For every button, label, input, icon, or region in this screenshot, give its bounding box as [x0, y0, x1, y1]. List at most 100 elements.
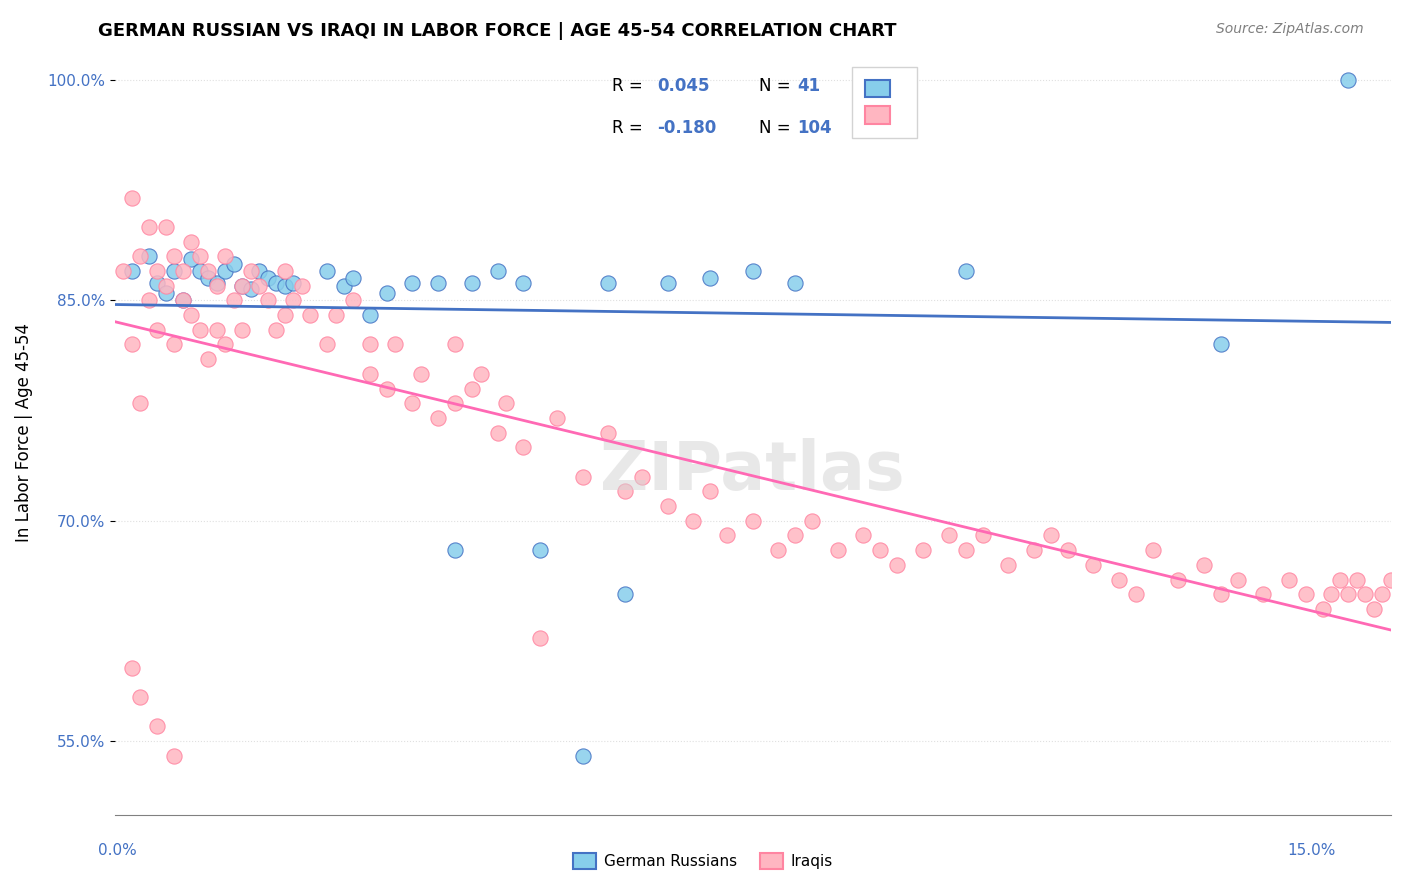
- Point: [180, 308, 202, 322]
- Point: [1209, 337, 1232, 351]
- Point: [283, 276, 305, 290]
- Point: [121, 337, 143, 351]
- Point: [205, 323, 228, 337]
- Point: [188, 323, 211, 337]
- Point: [138, 249, 160, 263]
- Point: [1312, 602, 1334, 616]
- Point: [291, 278, 314, 293]
- Point: [1142, 543, 1164, 558]
- Text: 0.045: 0.045: [657, 78, 710, 95]
- Point: [256, 271, 278, 285]
- Text: 104: 104: [797, 120, 832, 137]
- Point: [571, 469, 593, 483]
- Point: [955, 264, 977, 278]
- Point: [146, 264, 169, 278]
- Point: [205, 276, 228, 290]
- Point: [359, 367, 381, 381]
- Point: [283, 293, 305, 308]
- Point: [384, 337, 406, 351]
- Point: [146, 323, 169, 337]
- Point: [197, 264, 219, 278]
- Point: [112, 264, 135, 278]
- Point: [163, 264, 186, 278]
- Point: [121, 191, 143, 205]
- Point: [146, 276, 169, 290]
- Point: [129, 396, 152, 410]
- Point: [155, 286, 177, 301]
- Text: N =: N =: [759, 120, 796, 137]
- Point: [1083, 558, 1105, 572]
- Text: -0.180: -0.180: [657, 120, 716, 137]
- Point: [316, 337, 339, 351]
- Point: [470, 367, 492, 381]
- Point: [1192, 558, 1215, 572]
- Point: [163, 337, 186, 351]
- Point: [274, 264, 297, 278]
- Point: [1108, 573, 1130, 587]
- Point: [180, 252, 202, 267]
- Point: [1039, 528, 1062, 542]
- Point: [741, 514, 763, 528]
- Point: [188, 249, 211, 263]
- Point: [598, 276, 620, 290]
- Point: [197, 352, 219, 367]
- Point: [495, 396, 517, 410]
- Point: [869, 543, 891, 558]
- Point: [657, 499, 679, 513]
- Point: [1371, 587, 1393, 601]
- Text: 41: 41: [797, 78, 821, 95]
- Point: [741, 264, 763, 278]
- Point: [852, 528, 875, 542]
- Point: [299, 308, 322, 322]
- Point: [401, 276, 423, 290]
- Point: [401, 396, 423, 410]
- Point: [1226, 573, 1249, 587]
- Point: [631, 469, 654, 483]
- Y-axis label: In Labor Force | Age 45-54: In Labor Force | Age 45-54: [15, 323, 32, 542]
- Point: [911, 543, 934, 558]
- Point: [155, 278, 177, 293]
- Point: [1253, 587, 1275, 601]
- Point: [461, 382, 484, 396]
- Point: [1320, 587, 1343, 601]
- Point: [801, 514, 824, 528]
- Point: [266, 276, 288, 290]
- Point: [172, 264, 194, 278]
- Point: [1354, 587, 1376, 601]
- Point: [375, 286, 398, 301]
- Point: [486, 425, 509, 440]
- Point: [716, 528, 738, 542]
- Point: [342, 271, 364, 285]
- Point: [231, 278, 253, 293]
- Point: [121, 660, 143, 674]
- Point: [222, 257, 245, 271]
- Point: [172, 293, 194, 308]
- Point: [512, 440, 534, 454]
- Point: [529, 543, 551, 558]
- Point: [239, 282, 262, 296]
- Point: [426, 411, 449, 425]
- Point: [598, 425, 620, 440]
- Point: [972, 528, 994, 542]
- Point: [274, 308, 297, 322]
- Point: [1056, 543, 1078, 558]
- Point: [1329, 573, 1351, 587]
- Point: [1125, 587, 1147, 601]
- Point: [827, 543, 849, 558]
- Point: [214, 264, 236, 278]
- Point: [409, 367, 432, 381]
- Point: [205, 278, 228, 293]
- Point: [274, 278, 297, 293]
- Point: [256, 293, 278, 308]
- Point: [342, 293, 364, 308]
- Point: [1337, 587, 1360, 601]
- Point: [188, 264, 211, 278]
- Point: [571, 748, 593, 763]
- Point: [247, 264, 270, 278]
- Point: [1278, 573, 1301, 587]
- Point: [359, 337, 381, 351]
- Point: [163, 748, 186, 763]
- Point: [614, 587, 637, 601]
- Point: [231, 323, 253, 337]
- Point: [529, 632, 551, 646]
